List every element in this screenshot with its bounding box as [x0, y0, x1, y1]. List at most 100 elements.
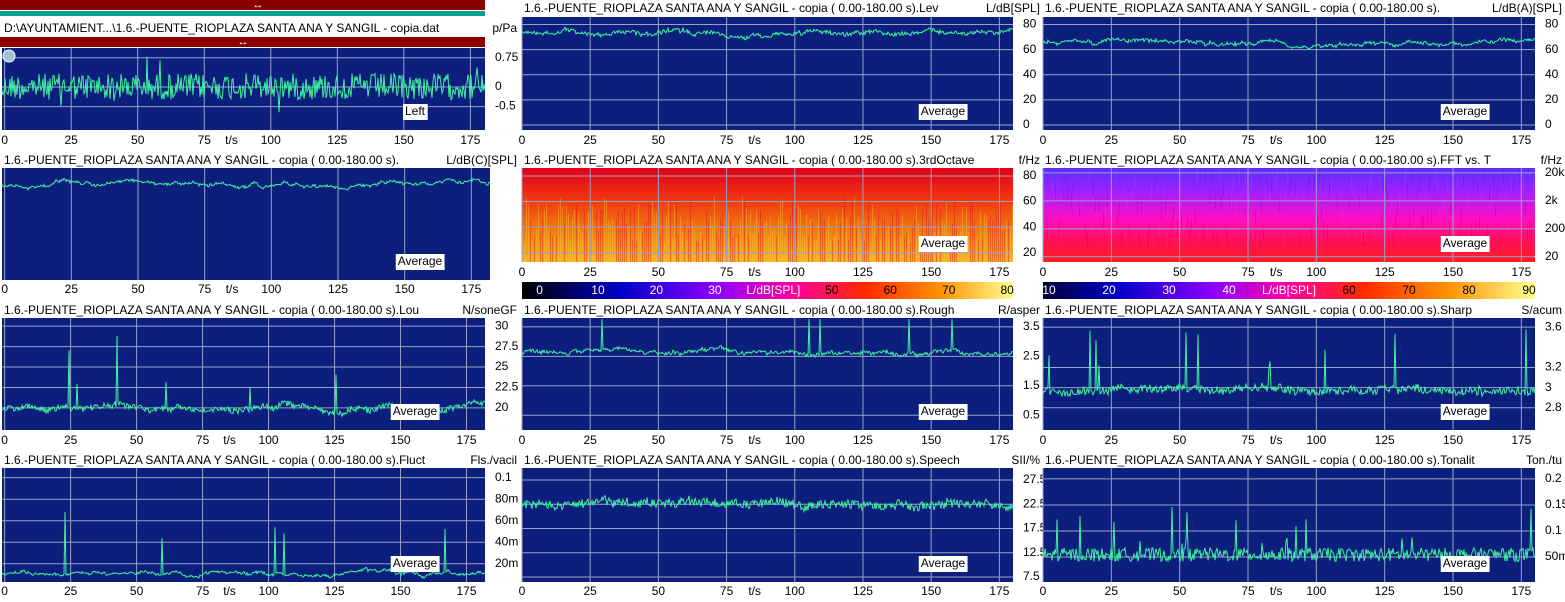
spectrogram-stripe — [648, 197, 649, 262]
spectrogram-stripe — [1499, 234, 1500, 250]
y-tick-label: 0.5 — [1023, 407, 1040, 421]
spectrogram-stripe — [754, 226, 755, 262]
spectrogram-stripe — [846, 217, 847, 262]
spectrogram-stripe — [1339, 205, 1340, 220]
x-tick-label: 0 — [1040, 265, 1047, 279]
spectrogram-stripe — [1149, 222, 1150, 237]
spectrogram-stripe — [696, 241, 697, 262]
spectrogram-stripe — [1389, 217, 1390, 232]
x-tick-label: 50 — [652, 433, 666, 447]
spectrogram-stripe — [896, 209, 897, 262]
spectrogram-stripe — [778, 217, 779, 262]
spectrogram-stripe — [1433, 217, 1434, 233]
spectrogram-stripe — [558, 204, 559, 262]
spectrogram-stripe — [1147, 232, 1148, 247]
spectrogram-stripe — [1421, 215, 1422, 230]
x-tick-label: 25 — [1105, 133, 1119, 147]
y-tick-label: 80 — [1545, 17, 1559, 31]
channel-label: Average — [393, 404, 438, 418]
spectrogram-stripe — [542, 219, 543, 262]
spectrogram-stripe — [1131, 188, 1132, 203]
unit-label: N/soneGF — [462, 303, 517, 317]
channel-icon — [2, 49, 16, 63]
spectrogram-stripe — [614, 227, 615, 262]
unit-bg — [995, 302, 1042, 318]
spectrogram-stripe — [826, 229, 827, 262]
spectrogram-stripe — [644, 221, 645, 262]
spectrogram-stripe — [1065, 170, 1066, 185]
spectrogram-stripe — [736, 238, 737, 262]
y-tick-label: 3.5 — [1023, 319, 1040, 333]
x-tick-label: 100 — [261, 282, 281, 296]
spectrogram-stripe — [766, 221, 767, 262]
x-tick-label: 75 — [720, 265, 734, 279]
spectrogram-stripe — [1251, 176, 1252, 191]
y-tick-label: 40 — [1023, 67, 1037, 81]
trace — [1, 56, 486, 113]
spectrogram-stripe — [1349, 196, 1350, 212]
y-tick-label: 0.1 — [1545, 523, 1562, 537]
spectrogram-stripe — [656, 212, 657, 262]
spectrogram-stripe — [1095, 197, 1096, 212]
panel: 1.6.-PUENTE_RIOPLAZA SANTA ANA Y SANGIL … — [519, 452, 1047, 598]
spectrogram-stripe — [1403, 224, 1404, 239]
spectrogram-stripe — [606, 199, 607, 262]
spectrogram-stripe — [1143, 204, 1144, 220]
spectrogram-stripe — [1195, 209, 1196, 224]
x-tick-label: 50 — [1173, 584, 1187, 598]
x-tick-label: 50 — [131, 282, 145, 296]
panel-title: 1.6.-PUENTE_RIOPLAZA SANTA ANA Y SANGIL … — [524, 153, 975, 167]
x-tick-label: 25 — [64, 584, 78, 598]
x-tick-label: 75 — [1241, 584, 1255, 598]
spectrogram-stripe — [620, 225, 621, 262]
spectrogram-stripe — [662, 209, 663, 262]
x-tick-label: 150 — [921, 133, 941, 147]
zoom-bar[interactable] — [0, 37, 485, 47]
spectrogram-stripe — [1199, 230, 1200, 245]
spectrogram-stripe — [1319, 169, 1320, 184]
spectrogram-stripe — [1485, 208, 1486, 223]
spectrogram-stripe — [618, 211, 619, 262]
spectrogram-stripe — [1473, 174, 1474, 190]
y-tick-label: 22.5 — [1023, 496, 1047, 510]
y-tick-label: 200 — [1545, 221, 1565, 235]
spectrogram-stripe — [1437, 182, 1438, 197]
spectrogram-stripe — [1137, 201, 1138, 216]
colorbar-tick-label: 80 — [1462, 283, 1476, 297]
spectrogram-stripe — [810, 218, 811, 262]
x-tick-label: 150 — [921, 433, 941, 447]
spectrogram-stripe — [1461, 208, 1462, 224]
panel-title: 1.6.-PUENTE_RIOPLAZA SANTA ANA Y SANGIL … — [524, 453, 960, 467]
panel: D:\AYUNTAMIENT...\1.6.-PUENTE_RIOPLAZA S… — [1, 20, 520, 147]
spectrogram-stripe — [976, 242, 977, 262]
spectrogram-stripe — [1531, 223, 1532, 238]
spectrogram-stripe — [1369, 178, 1370, 193]
spectrogram-stripe — [1219, 171, 1220, 186]
x-tick-label: 125 — [1375, 433, 1395, 447]
spectrogram-stripe — [1267, 177, 1268, 192]
x-tick-label: 150 — [921, 584, 941, 598]
spectrogram-stripe — [1337, 193, 1338, 208]
spectrogram-stripe — [1115, 169, 1116, 184]
spectrogram-stripe — [688, 228, 689, 262]
spectrogram-stripe — [1515, 214, 1516, 229]
y-tick-label: 20 — [495, 400, 509, 414]
scroll-bar[interactable] — [0, 0, 485, 10]
spectrogram-stripe — [842, 208, 843, 262]
spectrogram-stripe — [556, 237, 557, 262]
spectrogram-stripe — [876, 233, 877, 262]
spectrogram-stripe — [1371, 171, 1372, 186]
zoom-handle[interactable]: ↔ — [238, 36, 249, 48]
scroll-handle[interactable]: ↔ — [253, 0, 264, 11]
spectrogram-stripe — [1331, 179, 1332, 194]
spectrogram-stripe — [660, 234, 661, 262]
colorbar-tick-label: 30 — [708, 283, 722, 297]
spectrogram-stripe — [1271, 179, 1272, 194]
spectrogram-stripe — [698, 241, 699, 262]
channel-label-bg — [918, 236, 968, 252]
x-tick-label: 175 — [989, 265, 1009, 279]
spectrogram-stripe — [1259, 172, 1260, 187]
spectrogram-stripe — [962, 206, 963, 262]
x-axis-label: t/s — [1270, 584, 1283, 598]
spectrogram-stripe — [886, 229, 887, 262]
